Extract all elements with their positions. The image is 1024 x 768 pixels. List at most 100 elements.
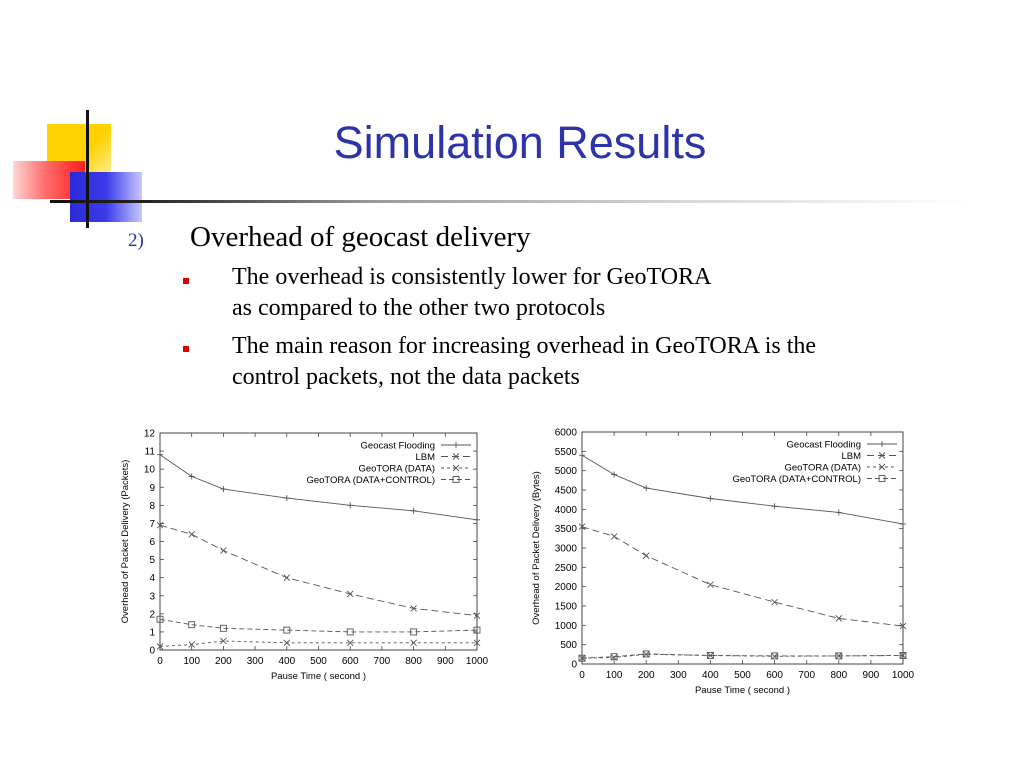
x-tick-label: 300 — [670, 670, 687, 681]
data-point-marker — [156, 521, 164, 529]
data-point-marker — [156, 643, 164, 650]
y-tick-label: 6 — [149, 537, 155, 548]
data-point-marker — [347, 502, 354, 509]
data-point-marker — [900, 521, 906, 528]
x-tick-label: 200 — [638, 670, 655, 681]
data-point-marker — [188, 473, 195, 480]
data-point-marker — [473, 612, 481, 619]
data-point-marker — [157, 451, 163, 458]
title-divider — [50, 200, 970, 203]
x-tick-label: 100 — [606, 670, 623, 681]
x-tick-label: 600 — [342, 656, 359, 667]
data-point-marker — [188, 621, 196, 629]
data-point-marker — [220, 486, 227, 493]
data-point-marker — [878, 452, 886, 459]
x-axis-label: Pause Time ( second ) — [271, 671, 366, 682]
y-tick-label: 1000 — [555, 621, 578, 632]
data-point-marker — [707, 495, 714, 502]
x-axis-label: Pause Time ( second ) — [695, 685, 790, 696]
legend-label: GeoTORA (DATA+CONTROL) — [306, 475, 435, 486]
item-number: 2) — [128, 230, 144, 251]
data-point-marker — [642, 650, 650, 658]
data-point-marker — [879, 441, 885, 447]
y-tick-label: 9 — [149, 483, 155, 494]
x-tick-label: 900 — [437, 656, 454, 667]
chart-bytes: 0500100015002000250030003500400045005000… — [531, 428, 915, 697]
y-tick-label: 5000 — [555, 466, 578, 477]
y-axis-label: Overhead of Packet Delivery (Packets) — [120, 460, 131, 624]
data-point-marker — [835, 509, 842, 516]
y-tick-label: 3000 — [555, 544, 578, 555]
y-tick-label: 5 — [149, 555, 155, 566]
data-point-marker — [643, 485, 650, 492]
x-tick-label: 1000 — [466, 656, 489, 667]
y-tick-label: 0 — [149, 646, 155, 657]
series-line — [159, 640, 477, 647]
y-tick-label: 2 — [149, 609, 155, 620]
data-point-marker — [835, 615, 843, 622]
y-tick-label: 500 — [560, 640, 577, 651]
bullet-2-line-2: control packets, not the data packets — [232, 364, 580, 390]
y-tick-label: 8 — [149, 501, 155, 512]
y-tick-label: 12 — [144, 429, 156, 440]
y-tick-label: 3 — [149, 591, 155, 602]
data-point-marker — [188, 530, 196, 538]
legend-label: GeoTORA (DATA) — [358, 464, 435, 475]
x-tick-label: 900 — [863, 670, 880, 681]
y-tick-label: 3500 — [555, 524, 578, 535]
data-point-marker — [188, 641, 196, 648]
bullet-2: The main reason for increasing overhead … — [232, 331, 972, 393]
data-point-marker — [878, 463, 886, 471]
data-point-marker — [578, 654, 586, 662]
data-point-marker — [878, 475, 886, 482]
series-line — [581, 653, 904, 659]
data-point-marker — [220, 547, 227, 554]
series-line — [581, 526, 904, 627]
data-point-marker — [579, 452, 585, 459]
x-tick-label: 500 — [734, 670, 751, 681]
x-tick-label: 0 — [157, 656, 163, 667]
data-point-marker — [578, 654, 586, 662]
data-point-marker — [410, 507, 417, 514]
data-point-marker — [452, 476, 460, 483]
y-tick-label: 4000 — [555, 505, 578, 516]
data-point-marker — [707, 581, 714, 589]
y-tick-label: 1500 — [555, 602, 578, 613]
y-tick-label: 7 — [149, 519, 155, 530]
x-tick-label: 600 — [766, 670, 783, 681]
y-tick-label: 4 — [149, 573, 155, 584]
data-point-marker — [452, 464, 460, 472]
bullet-1-line-2: as compared to the other two protocols — [232, 295, 606, 321]
y-tick-label: 1 — [149, 627, 155, 638]
data-point-marker — [220, 637, 227, 645]
data-point-marker — [771, 598, 778, 606]
legend-label: LBM — [415, 452, 435, 463]
data-point-marker — [473, 639, 481, 647]
data-point-marker — [771, 503, 778, 510]
data-point-marker — [642, 552, 650, 560]
x-tick-label: 1000 — [892, 670, 915, 681]
data-point-marker — [899, 622, 907, 630]
data-point-marker — [283, 495, 290, 502]
legend-label: Geocast Flooding — [787, 440, 861, 451]
y-tick-label: 11 — [145, 447, 156, 458]
data-point-marker — [473, 626, 481, 634]
x-tick-label: 200 — [215, 656, 232, 667]
legend-label: Geocast Flooding — [361, 441, 435, 452]
x-tick-label: 0 — [579, 670, 585, 681]
data-point-marker — [156, 615, 164, 623]
series-line — [159, 618, 478, 633]
bullet-1-line-1: The overhead is consistently lower for G… — [232, 264, 712, 290]
y-tick-label: 0 — [571, 660, 577, 671]
bullet-icon — [183, 346, 189, 352]
y-tick-label: 5500 — [555, 447, 578, 458]
x-tick-label: 400 — [702, 670, 719, 681]
data-point-marker — [899, 652, 907, 659]
data-point-marker — [410, 628, 418, 636]
data-point-marker — [474, 516, 480, 523]
data-point-marker — [899, 652, 907, 659]
legend-label: LBM — [841, 451, 861, 462]
data-point-marker — [283, 639, 291, 647]
slide-title: Simulation Results — [333, 117, 707, 168]
